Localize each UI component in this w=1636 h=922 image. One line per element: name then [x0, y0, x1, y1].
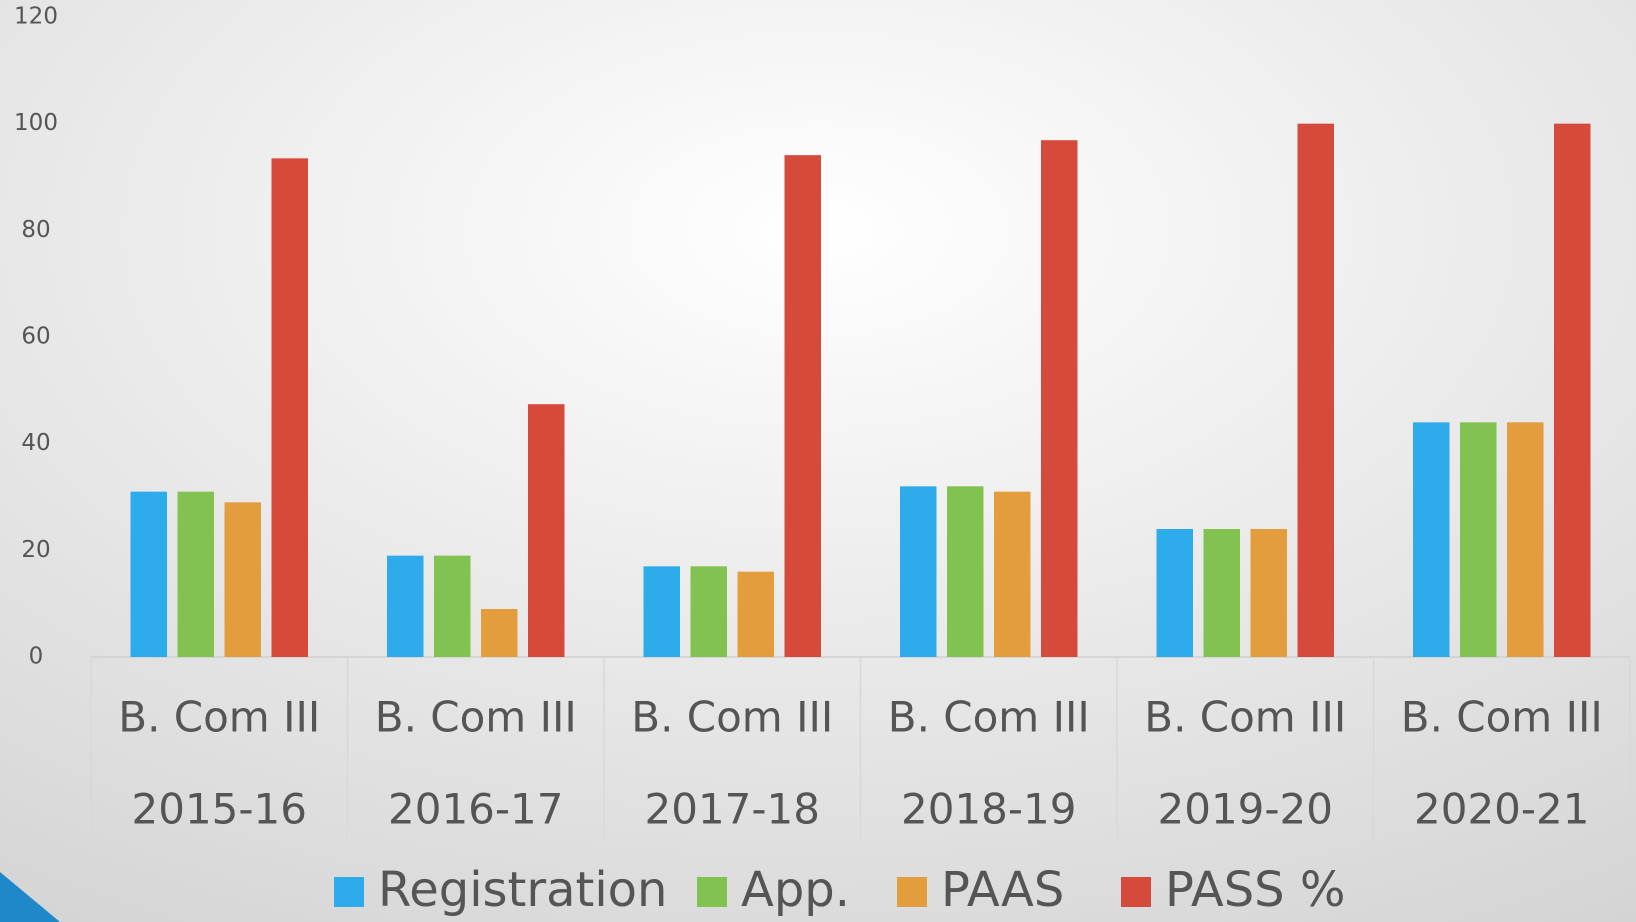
- bar: [994, 491, 1031, 657]
- bar: [1507, 422, 1544, 657]
- bar: [690, 566, 727, 657]
- x-tick-label: 2020-21: [1414, 785, 1590, 834]
- bar: [1250, 529, 1287, 657]
- bar: [1413, 422, 1450, 657]
- bar: [737, 571, 774, 657]
- y-tick-label: 100: [14, 110, 58, 136]
- legend-label: PASS %: [1165, 862, 1346, 918]
- bar: [643, 566, 680, 657]
- bar: [130, 491, 167, 657]
- bar: [271, 158, 308, 658]
- bar: [947, 486, 984, 657]
- x-tick-label: B. Com III: [1144, 693, 1346, 742]
- bar: [481, 609, 518, 657]
- x-tick-label: 2016-17: [388, 785, 564, 834]
- x-tick-label: B. Com III: [888, 693, 1090, 742]
- y-tick-label: 60: [21, 324, 50, 350]
- legend-swatch: [334, 877, 364, 907]
- bar: [1156, 529, 1193, 657]
- bar: [1554, 123, 1591, 657]
- x-tick-label: 2019-20: [1158, 785, 1334, 834]
- x-tick-label: 2015-16: [132, 785, 308, 834]
- y-tick-label: 0: [29, 644, 44, 670]
- decor-triangle: [0, 872, 60, 922]
- bar: [1203, 529, 1240, 657]
- legend-swatch: [697, 877, 727, 907]
- bar: [177, 491, 214, 657]
- legend-swatch: [897, 877, 927, 907]
- y-tick-label: 40: [21, 430, 50, 456]
- legend-label: PAAS: [941, 862, 1064, 918]
- bar: [1041, 140, 1078, 657]
- x-tick-label: B. Com III: [118, 693, 320, 742]
- bar: [900, 486, 937, 657]
- legend-label: App.: [741, 862, 850, 918]
- legend-label: Registration: [378, 862, 667, 918]
- y-tick-label: 120: [14, 4, 58, 30]
- bar: [224, 502, 261, 657]
- bar: [387, 555, 424, 657]
- bar: [434, 555, 471, 657]
- x-tick-label: B. Com III: [1401, 693, 1603, 742]
- bar: [528, 404, 565, 657]
- x-tick-label: B. Com III: [631, 693, 833, 742]
- bar: [1460, 422, 1497, 657]
- x-tick-label: B. Com III: [375, 693, 577, 742]
- bar: [1297, 123, 1334, 657]
- y-tick-label: 20: [21, 537, 50, 563]
- x-tick-label: 2017-18: [645, 785, 821, 834]
- bar: [784, 155, 821, 657]
- y-tick-label: 80: [21, 217, 50, 243]
- x-tick-label: 2018-19: [901, 785, 1077, 834]
- legend-swatch: [1121, 877, 1151, 907]
